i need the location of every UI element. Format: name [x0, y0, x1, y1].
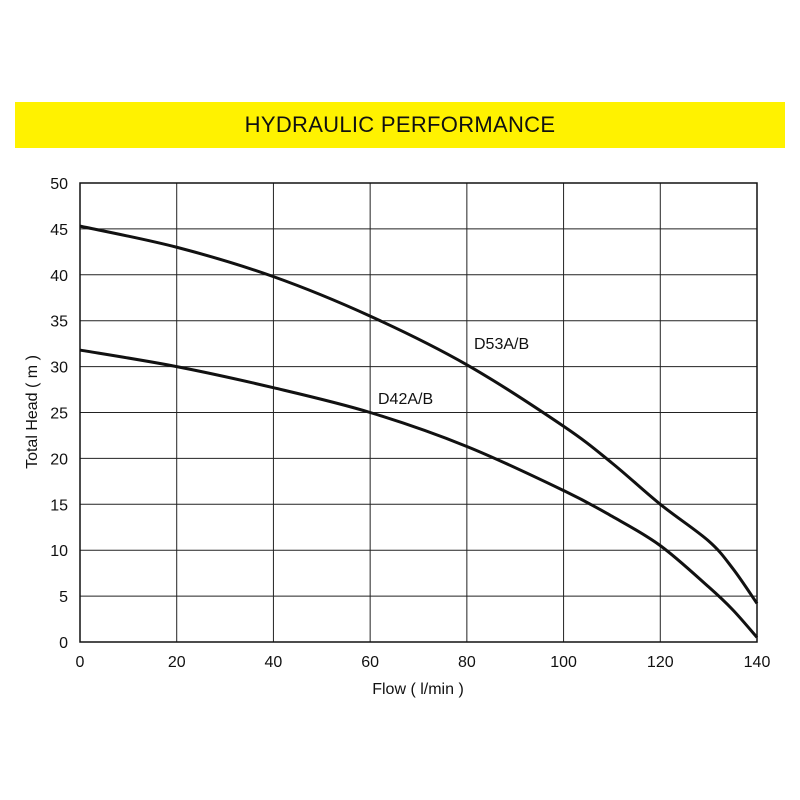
- series-label: D42A/B: [378, 391, 433, 408]
- curves: [79, 224, 759, 639]
- series-labels: D53A/B D42A/B: [378, 336, 529, 408]
- y-tick-label: 10: [50, 543, 68, 560]
- y-axis-label: Total Head ( m ): [24, 355, 41, 469]
- y-tick-label: 5: [59, 589, 68, 606]
- y-tick-label: 50: [50, 176, 68, 193]
- x-tick-label: 60: [361, 654, 379, 671]
- plot-frame: [79, 182, 758, 643]
- x-axis-label: Flow ( l/min ): [372, 681, 464, 698]
- x-tick-label: 20: [168, 654, 186, 671]
- chart-title: HYDRAULIC PERFORMANCE: [244, 112, 556, 137]
- y-tick-label: 15: [50, 497, 68, 514]
- tick-labels: 0 20 40 60 80 100 120 140 0 5 10 15 20 25 30 35 40 45 50: [50, 176, 770, 671]
- series-line-d53ab: [79, 224, 759, 605]
- series-label: D53A/B: [474, 336, 529, 353]
- series-line-d42ab: [79, 348, 759, 639]
- x-tick-label: 40: [265, 654, 283, 671]
- x-tick-label: 120: [647, 654, 674, 671]
- title-banner: HYDRAULIC PERFORMANCE: [15, 102, 785, 148]
- x-tick-label: 100: [550, 654, 577, 671]
- y-tick-label: 35: [50, 314, 68, 331]
- grid: [79, 182, 758, 643]
- y-tick-label: 30: [50, 360, 68, 377]
- x-tick-label: 80: [458, 654, 476, 671]
- y-tick-label: 45: [50, 222, 68, 239]
- y-tick-label: 0: [59, 635, 68, 652]
- x-tick-label: 0: [76, 654, 85, 671]
- y-tick-label: 25: [50, 406, 68, 423]
- y-tick-label: 40: [50, 268, 68, 285]
- x-tick-label: 140: [744, 654, 771, 671]
- y-tick-label: 20: [50, 451, 68, 468]
